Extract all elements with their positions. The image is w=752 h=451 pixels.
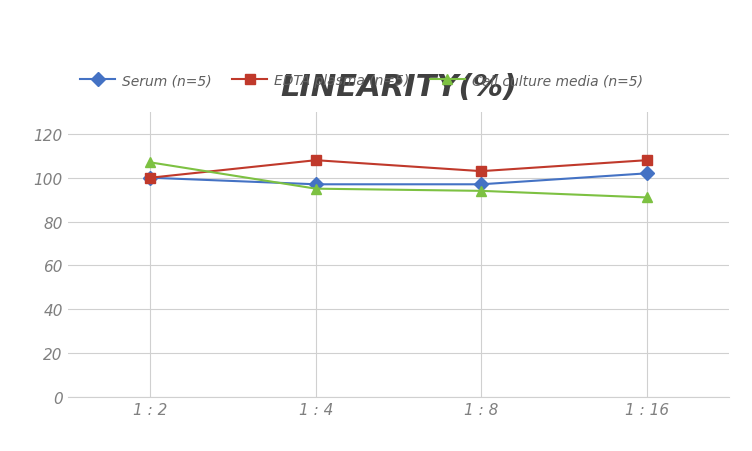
Cell culture media (n=5) — [477, 189, 486, 194]
Cell culture media (n=5) — [146, 160, 155, 166]
EDTA plasma (n=5) — [477, 169, 486, 175]
EDTA plasma (n=5) — [311, 158, 320, 164]
Cell culture media (n=5) — [311, 187, 320, 192]
EDTA plasma (n=5) — [642, 158, 651, 164]
EDTA plasma (n=5) — [146, 175, 155, 181]
Cell culture media (n=5) — [642, 195, 651, 201]
Title: LINEARITY(%): LINEARITY(%) — [280, 73, 517, 102]
Serum (n=5) — [642, 171, 651, 177]
Serum (n=5) — [477, 182, 486, 188]
Serum (n=5) — [311, 182, 320, 188]
Line: Serum (n=5): Serum (n=5) — [146, 169, 651, 190]
Line: EDTA plasma (n=5): EDTA plasma (n=5) — [146, 156, 651, 183]
Legend: Serum (n=5), EDTA plasma (n=5), Cell culture media (n=5): Serum (n=5), EDTA plasma (n=5), Cell cul… — [74, 69, 648, 94]
Serum (n=5) — [146, 175, 155, 181]
Line: Cell culture media (n=5): Cell culture media (n=5) — [146, 158, 651, 203]
